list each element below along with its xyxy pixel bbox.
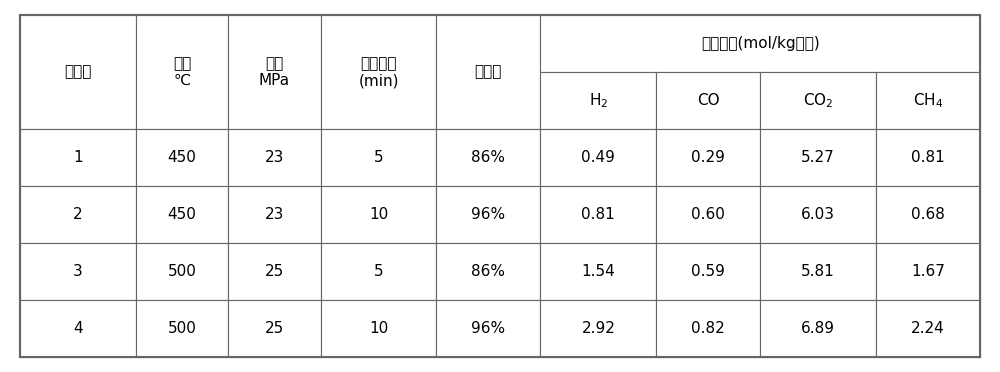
Bar — [540, 186, 656, 243]
Text: 500: 500 — [167, 264, 196, 279]
Text: 实施例: 实施例 — [64, 64, 92, 79]
Bar — [760, 129, 876, 186]
Bar — [20, 15, 136, 129]
Text: 1: 1 — [73, 150, 83, 165]
Bar — [436, 243, 540, 300]
Text: 5.27: 5.27 — [801, 150, 835, 165]
Text: 气相组成(mol/kg干藻): 气相组成(mol/kg干藻) — [701, 36, 820, 51]
Bar — [656, 72, 760, 129]
Bar — [321, 243, 436, 300]
Bar — [20, 129, 136, 186]
Bar — [656, 300, 760, 357]
Bar — [136, 15, 228, 129]
Text: CH$_4$: CH$_4$ — [913, 91, 943, 110]
Bar — [436, 129, 540, 186]
Text: 6.89: 6.89 — [801, 321, 835, 336]
Bar — [540, 15, 980, 72]
Bar — [228, 243, 321, 300]
Bar — [20, 243, 136, 300]
Text: 5: 5 — [374, 264, 383, 279]
Bar — [436, 186, 540, 243]
Text: 2: 2 — [73, 207, 83, 222]
Bar — [760, 243, 876, 300]
Text: 0.59: 0.59 — [691, 264, 725, 279]
Bar — [540, 243, 656, 300]
Text: 4: 4 — [73, 321, 83, 336]
Text: 10: 10 — [369, 207, 388, 222]
Text: 停留时间
(min): 停留时间 (min) — [358, 56, 399, 88]
Bar — [20, 186, 136, 243]
Text: 96%: 96% — [471, 207, 505, 222]
Bar — [876, 72, 980, 129]
Text: 2.24: 2.24 — [911, 321, 945, 336]
Bar — [136, 300, 228, 357]
Bar — [876, 186, 980, 243]
Bar — [136, 243, 228, 300]
Text: 450: 450 — [167, 207, 196, 222]
Text: 25: 25 — [265, 321, 284, 336]
Text: 500: 500 — [167, 321, 196, 336]
Bar — [876, 243, 980, 300]
Text: 1.67: 1.67 — [911, 264, 945, 279]
Text: 0.81: 0.81 — [911, 150, 945, 165]
Text: 0.81: 0.81 — [581, 207, 615, 222]
Text: 0.60: 0.60 — [691, 207, 725, 222]
Text: 96%: 96% — [471, 321, 505, 336]
Text: 5.81: 5.81 — [801, 264, 835, 279]
Text: 25: 25 — [265, 264, 284, 279]
Bar — [228, 186, 321, 243]
Bar — [321, 15, 436, 129]
Text: H$_2$: H$_2$ — [589, 91, 608, 110]
Bar — [228, 15, 321, 129]
Text: 温度
℃: 温度 ℃ — [173, 56, 191, 88]
Text: CO: CO — [697, 93, 720, 108]
Bar — [228, 129, 321, 186]
Text: 86%: 86% — [471, 264, 505, 279]
Bar — [228, 300, 321, 357]
Text: 2.92: 2.92 — [581, 321, 615, 336]
Bar — [136, 186, 228, 243]
Text: 23: 23 — [265, 207, 284, 222]
Text: 0.82: 0.82 — [691, 321, 725, 336]
Bar — [760, 72, 876, 129]
Bar — [321, 186, 436, 243]
Bar — [20, 300, 136, 357]
Text: 0.68: 0.68 — [911, 207, 945, 222]
Text: 10: 10 — [369, 321, 388, 336]
Text: 0.49: 0.49 — [581, 150, 615, 165]
Text: 5: 5 — [374, 150, 383, 165]
Bar — [136, 129, 228, 186]
Text: CO$_2$: CO$_2$ — [803, 91, 833, 110]
Bar — [876, 300, 980, 357]
Text: 压力
MPa: 压力 MPa — [259, 56, 290, 88]
Bar — [436, 300, 540, 357]
Bar — [876, 129, 980, 186]
Bar — [656, 129, 760, 186]
Text: 23: 23 — [265, 150, 284, 165]
Text: 6.03: 6.03 — [801, 207, 835, 222]
Text: 0.29: 0.29 — [691, 150, 725, 165]
Bar — [540, 72, 656, 129]
Bar — [656, 243, 760, 300]
Text: 含水率: 含水率 — [475, 64, 502, 79]
Bar — [540, 300, 656, 357]
Text: 86%: 86% — [471, 150, 505, 165]
Bar — [540, 129, 656, 186]
Text: 1.54: 1.54 — [581, 264, 615, 279]
Text: 3: 3 — [73, 264, 83, 279]
Bar — [321, 129, 436, 186]
Bar — [760, 300, 876, 357]
Bar — [656, 186, 760, 243]
Bar — [760, 186, 876, 243]
Bar — [321, 300, 436, 357]
Bar — [436, 15, 540, 129]
Text: 450: 450 — [167, 150, 196, 165]
